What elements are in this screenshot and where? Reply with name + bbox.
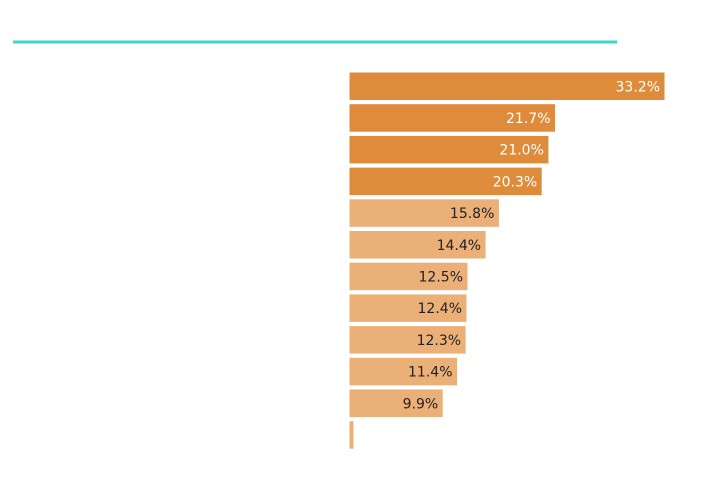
bar-11: [348, 388, 444, 418]
bar-7: [348, 261, 469, 292]
bar-2: [348, 103, 556, 133]
bar-value-label-11: 9.9%: [403, 396, 439, 412]
bar-3: [348, 134, 550, 165]
bar-5: [348, 198, 500, 228]
bar-value-label-4: 20.3%: [493, 174, 537, 190]
bar-9: [348, 325, 467, 355]
bar-12: [348, 420, 355, 450]
bar-value-label-6: 14.4%: [437, 238, 481, 254]
bar-value-label-3: 21.0%: [499, 143, 543, 159]
bar-value-label-10: 11.4%: [408, 365, 452, 381]
bar-value-label-1: 33.2%: [616, 79, 660, 95]
bar-6: [348, 230, 487, 260]
bar-value-label-2: 21.7%: [506, 111, 550, 127]
bar-8: [348, 293, 468, 323]
bar-value-label-5: 15.8%: [450, 206, 494, 222]
bar-1: [348, 71, 666, 101]
bar-4: [348, 166, 543, 197]
bars-group: 33.2% 21.7% 21.0% 20.3% 15.8% 14.4% 12.5% 12.4%…: [348, 71, 666, 450]
bar-value-label-8: 12.4%: [418, 301, 462, 317]
bar-value-label-7: 12.5%: [419, 269, 463, 285]
bar-value-label-9: 12.3%: [417, 333, 461, 349]
bar-10: [348, 356, 458, 387]
